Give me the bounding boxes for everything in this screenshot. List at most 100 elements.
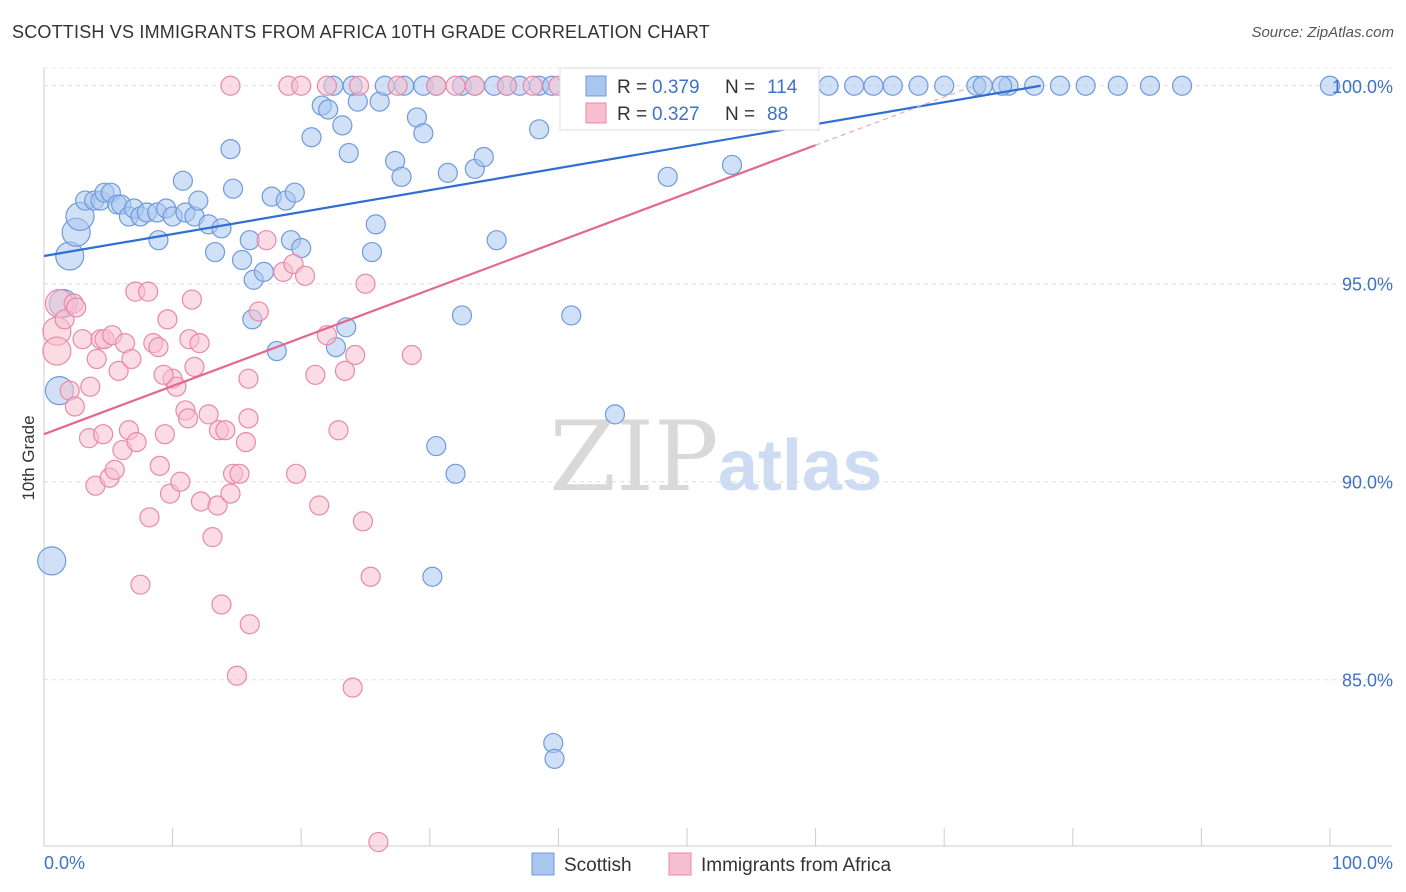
scottish-point — [148, 230, 169, 251]
africa-point — [138, 281, 159, 302]
scottish-n-value: 114 — [767, 77, 798, 98]
scottish-point — [338, 142, 359, 164]
y-tick-label: 90.0% — [1342, 473, 1393, 493]
y-axis-label: 10th Grade — [19, 415, 38, 500]
scottish-r-label: R = — [617, 77, 647, 98]
africa-point — [66, 297, 87, 318]
legend-swatch-africa — [668, 852, 692, 876]
africa-point — [198, 404, 219, 425]
africa-point — [157, 309, 178, 330]
scottish-trend-line — [43, 84, 1041, 258]
africa-point — [80, 376, 101, 397]
africa-point — [248, 301, 269, 322]
scottish-point — [1139, 75, 1161, 96]
africa-stat-swatch — [585, 102, 607, 124]
africa-point — [355, 273, 376, 294]
scottish-point — [413, 123, 434, 144]
africa-point — [207, 495, 228, 516]
axes — [43, 68, 1392, 847]
scottish-point — [361, 241, 383, 263]
scottish-r-value: 0.379 — [652, 77, 700, 98]
africa-point — [360, 566, 381, 587]
africa-point — [108, 360, 129, 381]
africa-point — [130, 574, 151, 595]
africa-point — [239, 614, 260, 635]
scottish-point — [721, 154, 743, 176]
watermark-atlas: atlas — [718, 426, 882, 506]
africa-point — [285, 463, 307, 484]
africa-point — [464, 75, 485, 96]
scottish-point — [222, 178, 244, 199]
scottish-point — [561, 305, 582, 326]
scottish-point — [172, 170, 193, 191]
scottish-point — [844, 75, 865, 96]
africa-point — [139, 507, 160, 528]
africa-point — [177, 408, 199, 429]
africa-point — [184, 356, 205, 377]
africa-point — [64, 396, 85, 417]
scottish-point — [1107, 75, 1128, 96]
africa-point — [238, 368, 259, 389]
scottish-point — [391, 166, 412, 187]
watermark: ZIP atlas — [549, 401, 882, 513]
africa-point — [93, 424, 114, 445]
stats-legend: R = 0.379 N = 114 R = 0.327 N = 88 — [559, 67, 820, 131]
scottish-point — [1319, 75, 1341, 96]
scottish-point — [253, 261, 275, 282]
africa-point — [226, 665, 247, 686]
scottish-point — [332, 115, 353, 136]
africa-r-value: 0.327 — [652, 104, 700, 125]
scottish-point — [908, 75, 929, 96]
y-tick-label: 100.0% — [1332, 77, 1393, 97]
africa-point — [334, 360, 356, 381]
africa-point — [294, 265, 316, 286]
scottish-point — [972, 75, 993, 96]
africa-point — [352, 511, 374, 532]
africa-point — [342, 677, 363, 698]
africa-point — [309, 495, 330, 516]
scottish-point — [220, 139, 241, 160]
africa-n-label: N = — [725, 104, 755, 125]
legend-swatch-scottish — [531, 852, 555, 876]
africa-r-label: R = — [617, 104, 647, 125]
africa-point — [305, 364, 326, 385]
africa-point — [104, 459, 125, 480]
scottish-n-label: N = — [725, 77, 755, 98]
africa-point — [345, 344, 366, 366]
source-label: Source: ZipAtlas.com — [1251, 24, 1394, 41]
africa-trend-line — [43, 144, 816, 436]
scottish-point — [301, 127, 322, 148]
scottish-point — [284, 182, 305, 203]
africa-point — [181, 289, 202, 310]
africa-point — [148, 336, 169, 358]
scottish-point — [934, 75, 955, 96]
africa-point — [126, 432, 147, 453]
scottish-stat-swatch — [585, 75, 607, 97]
x-tick-label-min: 0.0% — [44, 853, 85, 873]
scottish-point — [1075, 75, 1096, 96]
scottish-point — [365, 214, 386, 235]
scottish-point — [437, 162, 458, 183]
africa-point — [215, 420, 236, 441]
africa-point — [348, 75, 370, 96]
africa-point — [256, 230, 277, 251]
africa-point — [86, 348, 107, 370]
scottish-point — [657, 166, 678, 187]
scottish-point — [451, 305, 473, 326]
scottish-point — [211, 218, 232, 239]
africa-point — [220, 483, 241, 504]
africa-point — [229, 463, 250, 484]
africa-point — [149, 455, 170, 476]
africa-point — [72, 329, 93, 350]
scottish-point — [422, 566, 443, 587]
scottish-point — [37, 546, 67, 576]
scottish-point — [863, 75, 884, 96]
africa-point — [316, 75, 338, 96]
africa-point — [368, 831, 389, 853]
scottish-point — [529, 119, 550, 140]
africa-point — [42, 336, 72, 366]
africa-point — [426, 75, 447, 96]
africa-point — [170, 471, 191, 492]
scottish-point — [231, 249, 253, 271]
scottish-point — [473, 146, 494, 168]
